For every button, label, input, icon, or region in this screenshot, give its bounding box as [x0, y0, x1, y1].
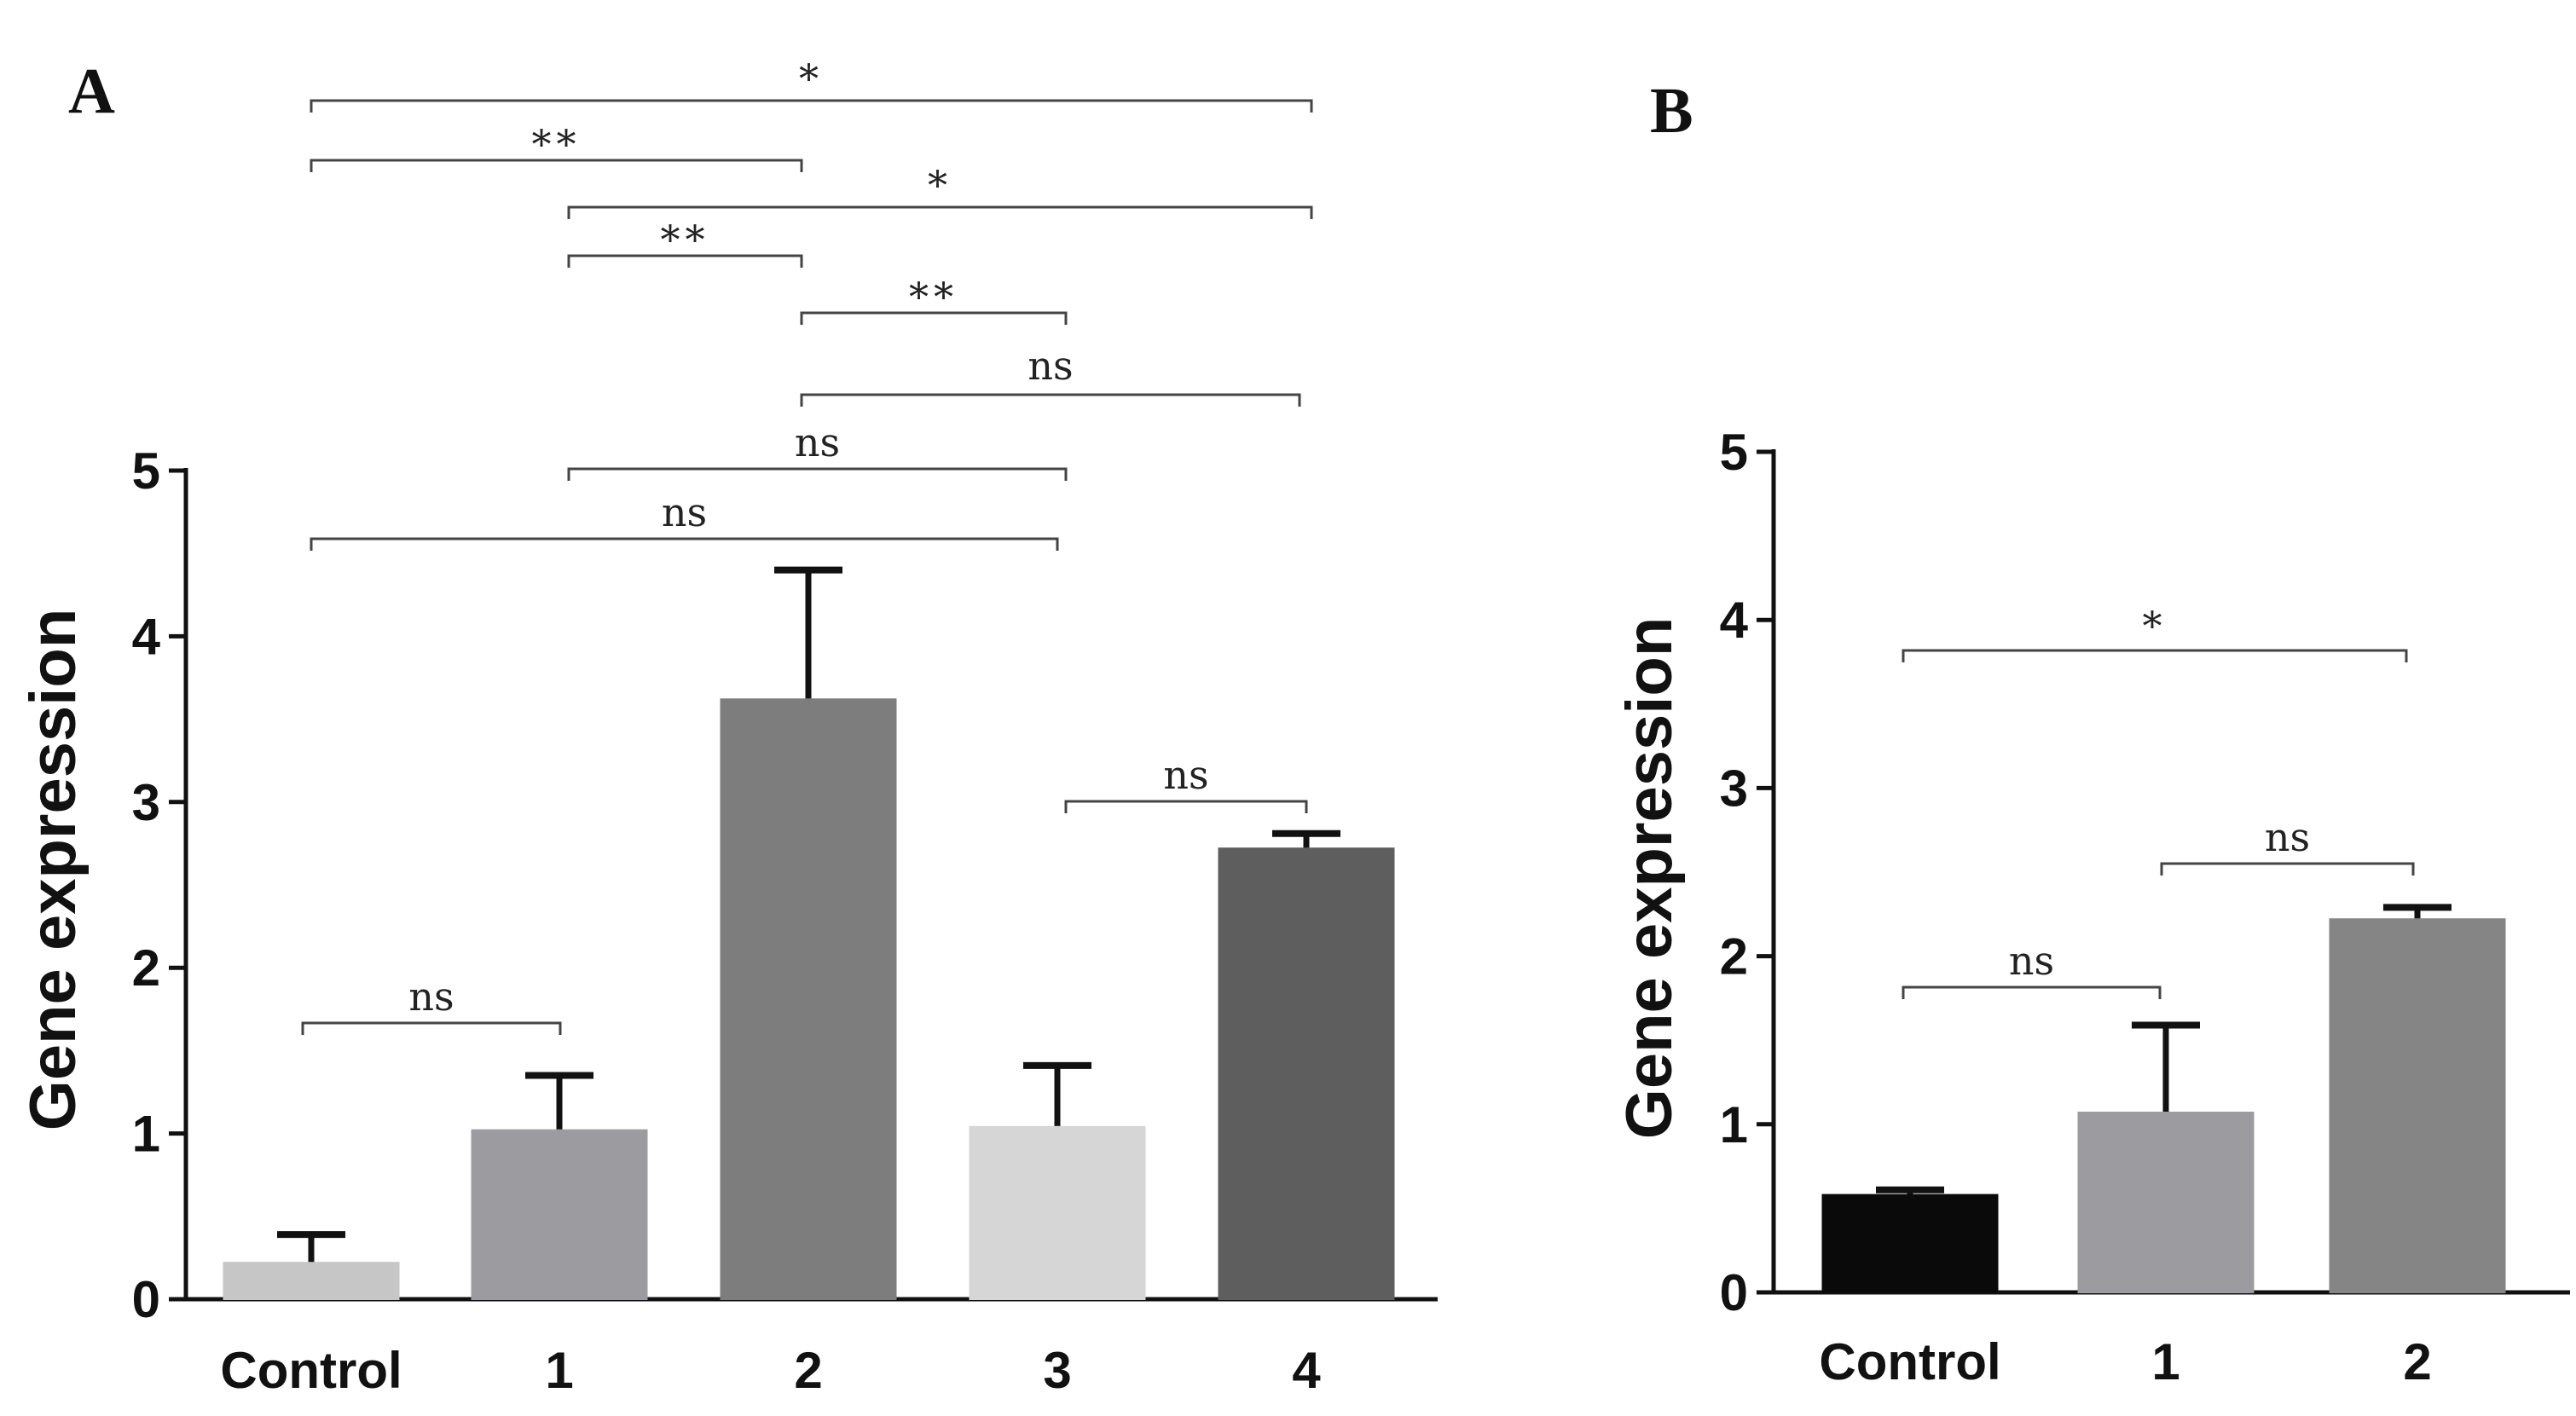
- panel-a-significance-label: ns: [1028, 343, 1073, 389]
- panel-b-y-tick-label: 5: [1720, 424, 1748, 481]
- panel-a-significance-label: *: [928, 162, 952, 208]
- panel-a-significance-label: **: [661, 217, 710, 263]
- panel-a-y-axis-label: Gene expression: [17, 609, 90, 1131]
- panel-a-significance-bracket: [567, 254, 803, 268]
- panel-a-y-tick-label: 2: [132, 939, 160, 997]
- panel-b-x-tick-label: 1: [2151, 1333, 2179, 1390]
- panel-b-y-axis-label: Gene expression: [1613, 617, 1686, 1140]
- panel-a-significance-bracket: [301, 1021, 562, 1035]
- panel-a-bar-control: [223, 1262, 400, 1301]
- panel-a-significance-label: ns: [1163, 752, 1208, 798]
- panel-b-label: B: [1650, 75, 1693, 147]
- panel-a-bar-3: [969, 1125, 1146, 1300]
- panel-b-significance-bracket: [1902, 985, 2162, 999]
- panel-b-bar-2: [2329, 918, 2506, 1293]
- panel-a-x-tick-label: 3: [1043, 1342, 1071, 1399]
- panel-a-bar-2: [720, 698, 897, 1300]
- panel-a-significance-bracket: [1064, 800, 1308, 813]
- panel-a-significance-bracket: [310, 99, 1313, 113]
- panel-a-y-tick-label: 0: [132, 1271, 160, 1328]
- panel-a-significance-label: ns: [795, 419, 840, 465]
- panel-b-y-tick-label: 1: [1720, 1096, 1748, 1153]
- panel-a-significance-bracket: [567, 205, 1313, 219]
- panel-a-x-tick-label: 4: [1292, 1342, 1321, 1399]
- panel-a-significance-bracket: [800, 311, 1068, 325]
- panel-b-y-tick-label: 3: [1720, 760, 1748, 817]
- panel-a-significance-label: *: [799, 55, 824, 101]
- panel-a-y-tick-label: 1: [132, 1106, 160, 1163]
- panel-b-significance-label: *: [2143, 603, 2168, 649]
- panel-b-marks: 0 1 2 3 4 5 Control 1 2 * ns ns: [1720, 424, 2570, 1390]
- panel-b-bar-control: [1821, 1193, 1999, 1294]
- panel-a-label: A: [68, 55, 115, 127]
- panel-a-x-tick-label: 2: [794, 1342, 822, 1399]
- panel-a-significance-label: **: [532, 121, 582, 167]
- panel-b-bar-1: [2077, 1111, 2255, 1293]
- panel-a-significance-label: ns: [408, 974, 454, 1020]
- panel-b-x-tick-label: Control: [1819, 1333, 2000, 1390]
- panel-a-significance-bracket: [310, 159, 803, 172]
- panel-a-bar-4: [1218, 847, 1395, 1300]
- panel-b-significance-label: ns: [2009, 938, 2054, 984]
- panel-a-significance-label: ns: [662, 489, 707, 535]
- panel-a-y-tick-label: 4: [132, 608, 161, 665]
- panel-b-x-tick-label: 2: [2403, 1333, 2431, 1390]
- panel-a-y-tick-label: 5: [132, 442, 160, 500]
- panel-a-x-tick-label: Control: [220, 1342, 402, 1399]
- panel-b-y-tick-label: 2: [1720, 928, 1748, 985]
- panel-b-y-tick-label: 0: [1720, 1264, 1748, 1321]
- panel-a-significance-bracket: [310, 537, 1059, 551]
- panel-b-significance-bracket: [1902, 649, 2408, 662]
- panel-a-significance-label: **: [909, 274, 958, 320]
- panel-a-significance-bracket: [800, 393, 1301, 407]
- panel-b-significance-bracket: [2160, 862, 2415, 876]
- panel-b-significance-label: ns: [2265, 814, 2310, 860]
- panel-a-bar-1: [471, 1129, 648, 1301]
- panel-b: B Gene expression 0 1 2 3 4 5 Control 1 2 * ns ns: [1613, 75, 2570, 1390]
- panel-b-y-tick-label: 4: [1720, 592, 1749, 649]
- panel-a-significance-bracket: [567, 467, 1068, 481]
- panel-a-x-tick-label: 1: [545, 1342, 573, 1399]
- panel-a-y-tick-label: 3: [132, 774, 160, 831]
